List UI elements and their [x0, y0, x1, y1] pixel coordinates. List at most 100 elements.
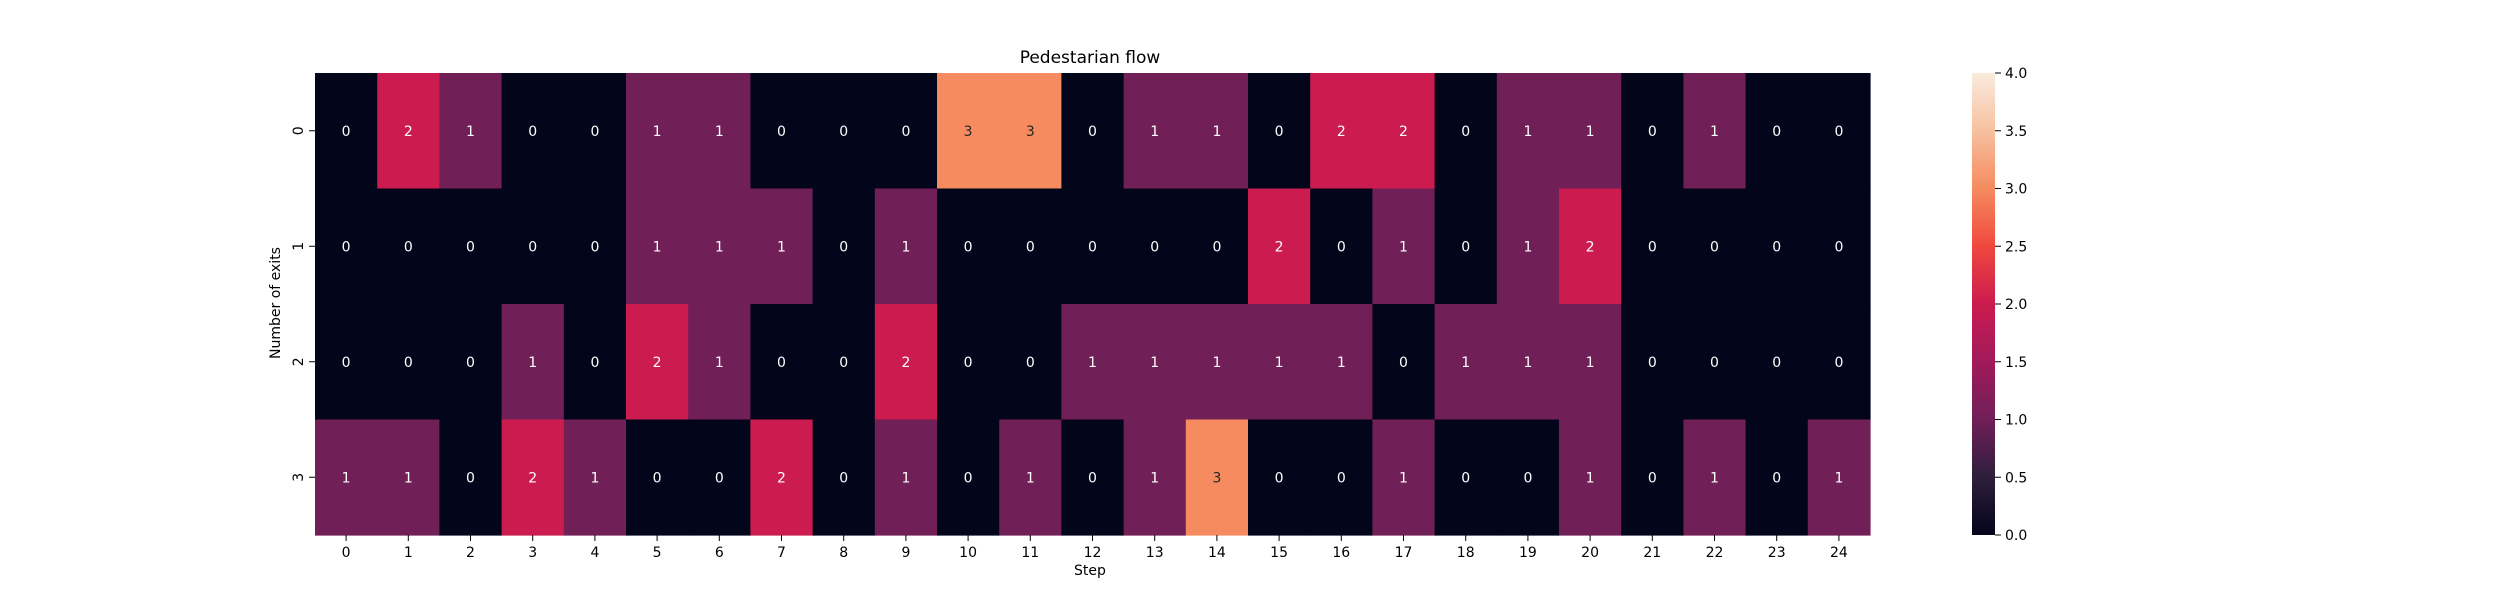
heatmap-cell	[626, 419, 689, 536]
cell-value-label: 0	[1834, 239, 1843, 255]
cell-value-label: 0	[590, 239, 599, 255]
x-tick-label: 0	[342, 545, 351, 561]
heatmap-cell	[1683, 304, 1747, 421]
heatmap-cell	[315, 188, 378, 305]
heatmap-cell	[1061, 188, 1125, 305]
cell-value-label: 0	[1275, 470, 1284, 486]
cell-value-label: 0	[590, 355, 599, 371]
x-tick-label: 10	[959, 545, 977, 561]
cell-value-label: 0	[1710, 239, 1719, 255]
heatmap-cell	[1061, 73, 1125, 190]
heatmap-cell	[377, 73, 440, 190]
colorbar-tick-label: 3.5	[2005, 124, 2027, 140]
colorbar-gradient	[1972, 73, 1995, 535]
heatmap-cell	[1372, 188, 1436, 305]
cell-value-label: 1	[1834, 470, 1843, 486]
heatmap-cell	[1248, 188, 1311, 305]
heatmap-cell	[937, 73, 1000, 190]
heatmap-cell	[1248, 419, 1311, 536]
cell-value-label: 2	[1399, 124, 1408, 140]
heatmap-cell	[1683, 73, 1747, 190]
heatmap-cell	[563, 419, 627, 536]
cell-value-label: 1	[1586, 124, 1595, 140]
heatmap-cell	[937, 419, 1000, 536]
x-tick-label: 23	[1768, 545, 1786, 561]
heatmap-cell	[1061, 304, 1125, 421]
x-tick-label: 16	[1332, 545, 1350, 561]
heatmap-cell	[999, 419, 1062, 536]
heatmap-cell	[1496, 188, 1560, 305]
cell-value-label: 1	[404, 470, 413, 486]
heatmap-cell	[563, 188, 627, 305]
cell-value-label: 0	[1648, 355, 1657, 371]
y-tick-label: 1	[291, 242, 307, 251]
cell-value-label: 1	[1523, 124, 1532, 140]
x-tick-label: 5	[653, 545, 662, 561]
cell-value-label: 0	[1648, 470, 1657, 486]
heatmap-cell	[812, 188, 876, 305]
y-axis-label: Number of exits	[268, 247, 284, 359]
cell-value-label: 0	[839, 470, 848, 486]
x-tick-label: 19	[1519, 545, 1537, 561]
cell-value-label: 2	[1275, 239, 1284, 255]
heatmap-cell	[501, 188, 565, 305]
heatmap-cell	[688, 419, 751, 536]
x-tick-label: 9	[901, 545, 910, 561]
cell-value-label: 1	[1710, 124, 1719, 140]
cell-value-label: 0	[1772, 470, 1781, 486]
heatmap-cell	[1807, 188, 1871, 305]
cell-value-label: 0	[590, 124, 599, 140]
x-tick-label: 15	[1270, 545, 1288, 561]
cell-value-label: 1	[342, 470, 351, 486]
cell-value-label: 1	[777, 239, 786, 255]
cell-value-label: 1	[1150, 470, 1159, 486]
heatmap-cell	[501, 304, 565, 421]
heatmap-cell	[1621, 419, 1684, 536]
cell-value-label: 1	[528, 355, 537, 371]
heatmap-cell	[439, 419, 503, 536]
colorbar-tick-label: 1.5	[2005, 355, 2027, 371]
x-tick-label: 4	[590, 545, 599, 561]
cell-value-label: 2	[653, 355, 662, 371]
heatmap-cell	[1745, 188, 1809, 305]
heatmap-cell	[812, 304, 876, 421]
heatmap-cell	[439, 73, 503, 190]
cell-value-label: 1	[1710, 470, 1719, 486]
heatmap-cell	[377, 304, 440, 421]
cell-value-label: 1	[1586, 355, 1595, 371]
cell-value-label: 0	[1337, 239, 1346, 255]
cell-value-label: 0	[1461, 239, 1470, 255]
heatmap-cell	[874, 73, 938, 190]
cell-value-label: 0	[1834, 124, 1843, 140]
heatmap-cell	[1248, 304, 1311, 421]
colorbar-tick-label: 2.0	[2005, 297, 2027, 313]
heatmap-cell	[1496, 304, 1560, 421]
colorbar-tick-label: 2.5	[2005, 239, 2027, 255]
heatmap-cell	[688, 304, 751, 421]
heatmap-cell	[1061, 419, 1125, 536]
heatmap-cell	[377, 419, 440, 536]
x-tick-label: 20	[1581, 545, 1599, 561]
heatmap-cell	[1123, 304, 1187, 421]
heatmap-cell	[1372, 419, 1436, 536]
colorbar: 0.0 0.5 1.0 1.5 2.0 2.5 3.0 3.5 4.0	[1972, 66, 2027, 544]
x-tick-label: 21	[1643, 545, 1661, 561]
cell-value-label: 0	[342, 355, 351, 371]
heatmap-cell	[874, 419, 938, 536]
heatmap-cell	[1123, 73, 1187, 190]
heatmap-cell	[563, 304, 627, 421]
cell-value-label: 1	[1586, 470, 1595, 486]
cell-value-label: 0	[1275, 124, 1284, 140]
heatmap-cell	[1807, 419, 1871, 536]
cell-value-label: 1	[1275, 355, 1284, 371]
cell-value-label: 0	[653, 470, 662, 486]
cell-value-label: 1	[1088, 355, 1097, 371]
cell-value-label: 2	[1586, 239, 1595, 255]
x-axis-label: Step	[1074, 563, 1106, 579]
heatmap-cell	[1496, 419, 1560, 536]
cell-value-label: 0	[964, 470, 973, 486]
heatmap-cell	[750, 419, 814, 536]
heatmap-cell	[1248, 73, 1311, 190]
heatmap-cell	[1559, 73, 1622, 190]
cell-value-label: 2	[528, 470, 537, 486]
